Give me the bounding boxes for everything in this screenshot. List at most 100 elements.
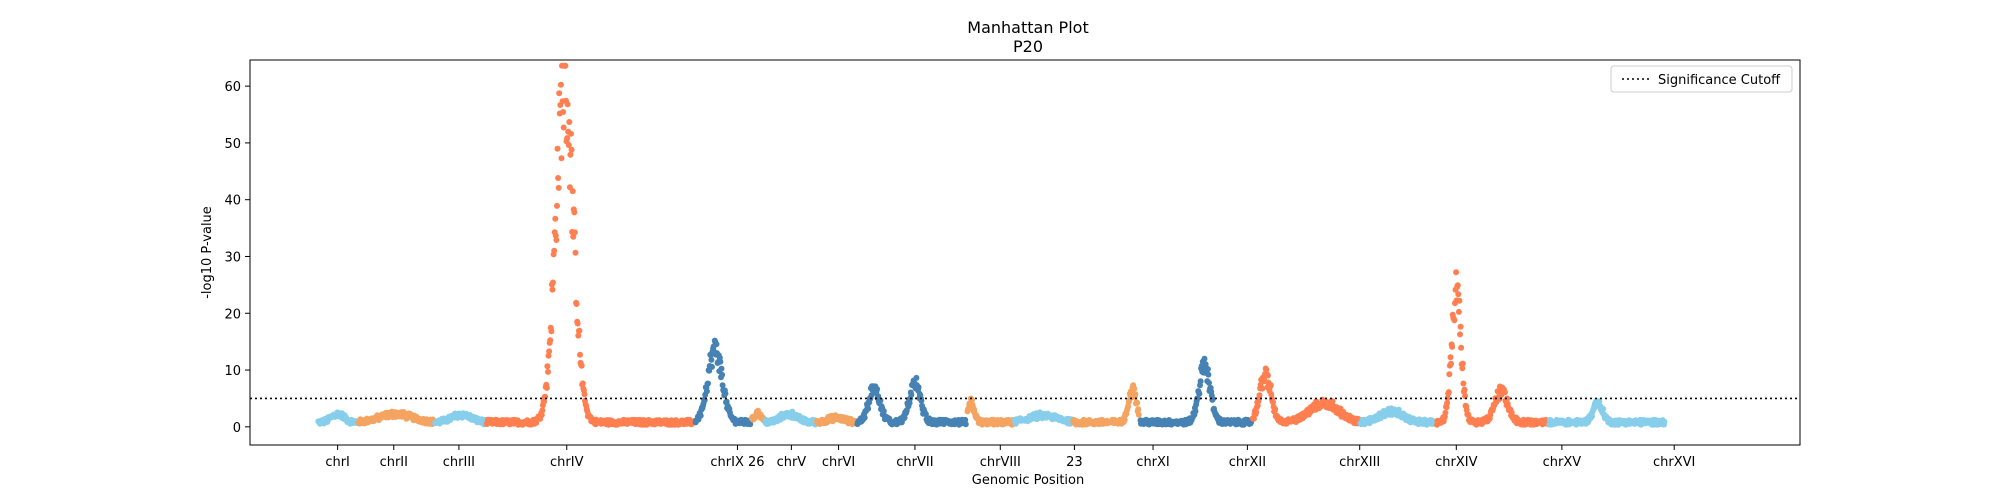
data-point (915, 384, 922, 391)
x-tick-label: chrIV (550, 455, 584, 470)
x-tick-label: chrXV (1543, 455, 1582, 470)
data-point (1661, 418, 1668, 425)
data-point (1442, 409, 1449, 416)
data-point (1209, 396, 1216, 402)
data-point (874, 386, 881, 393)
data-point (962, 421, 969, 428)
data-point (913, 374, 920, 381)
data-point (1444, 400, 1451, 406)
data-point (1457, 323, 1464, 330)
data-point (565, 142, 572, 148)
x-tick-label: chrXI (1136, 455, 1169, 470)
legend-entry-cutoff: Significance Cutoff (1658, 73, 1781, 88)
data-point (555, 184, 562, 191)
data-point (573, 301, 580, 307)
data-point (1135, 411, 1142, 418)
data-point (1455, 308, 1462, 315)
data-point (1596, 398, 1603, 405)
y-tick-label: 10 (224, 364, 241, 379)
data-point (1501, 389, 1508, 396)
data-point (553, 237, 560, 243)
data-point (747, 421, 754, 428)
data-point (918, 397, 925, 404)
data-point (1192, 408, 1199, 415)
data-point (1453, 269, 1460, 276)
data-point (709, 363, 715, 370)
data-point (1447, 354, 1454, 361)
chart-title: Manhattan Plot (967, 18, 1088, 37)
x-tick-label: chrXVI (1653, 455, 1695, 470)
data-point (554, 145, 561, 152)
data-point (574, 320, 581, 327)
data-point (1272, 406, 1279, 413)
x-tick-label: chrXIV (1435, 455, 1477, 470)
data-point (539, 407, 546, 414)
data-point (708, 356, 715, 363)
y-axis-ticks: 0 10 20 30 40 50 60 (224, 80, 250, 436)
y-tick-label: 50 (224, 137, 241, 152)
data-point (1459, 365, 1466, 372)
data-point (560, 124, 567, 131)
data-point (547, 337, 554, 344)
data-point (541, 398, 548, 405)
legend-box (1610, 65, 1793, 93)
data-point (545, 368, 551, 375)
data-point (581, 391, 588, 398)
data-point (549, 286, 556, 293)
data-point (906, 400, 913, 406)
data-point (566, 119, 573, 125)
data-point (1456, 297, 1463, 304)
x-tick-label: chrIX 26 (710, 455, 764, 470)
data-point (1443, 404, 1450, 411)
data-point (1455, 291, 1462, 298)
data-point (908, 391, 915, 398)
data-point (703, 388, 710, 395)
x-tick-label: chrVIII (980, 455, 1021, 470)
data-point (560, 109, 567, 115)
chart-subtitle: P20 (1013, 37, 1043, 56)
y-axis-label: -log10 P-value (200, 206, 215, 299)
x-axis-ticks: chrI chrII chrIII chrIV chrIX 26 chrV chrVI chr… (325, 445, 1695, 470)
data-point (722, 390, 729, 397)
data-point (1204, 366, 1211, 373)
data-point (544, 363, 551, 370)
x-tick-label: chrVI (822, 455, 855, 470)
data-point (571, 209, 578, 216)
data-point (572, 249, 579, 256)
data-point (1263, 366, 1270, 373)
data-point (564, 101, 571, 108)
data-point (569, 188, 576, 195)
data-point (861, 414, 868, 421)
x-tick-label: chrIII (443, 455, 475, 470)
data-point (1264, 372, 1271, 379)
data-point (557, 81, 564, 88)
data-point (880, 408, 887, 414)
data-point (568, 130, 574, 137)
data-point (578, 362, 585, 369)
data-point (1131, 385, 1138, 392)
data-point (548, 328, 555, 335)
data-point (1329, 398, 1336, 405)
data-point (551, 247, 558, 254)
data-point (564, 135, 571, 142)
data-point (1267, 382, 1274, 389)
data-point (538, 412, 545, 418)
data-point (543, 384, 550, 391)
plot-area-frame (249, 59, 1801, 446)
data-point (546, 348, 553, 355)
x-tick-label: 23 (1066, 455, 1083, 470)
data-point (1268, 391, 1275, 398)
data-point (719, 382, 726, 389)
data-point (1600, 405, 1607, 412)
data-point (1504, 395, 1511, 402)
data-point (1460, 380, 1467, 387)
data-point (717, 358, 724, 365)
data-point (1194, 395, 1201, 402)
data-point (1448, 360, 1454, 367)
data-point (1206, 379, 1212, 386)
data-point (552, 215, 559, 222)
data-point (1461, 386, 1468, 393)
data-points (315, 62, 1668, 428)
data-point (555, 175, 562, 181)
x-tick-label: chrXIII (1339, 455, 1380, 470)
